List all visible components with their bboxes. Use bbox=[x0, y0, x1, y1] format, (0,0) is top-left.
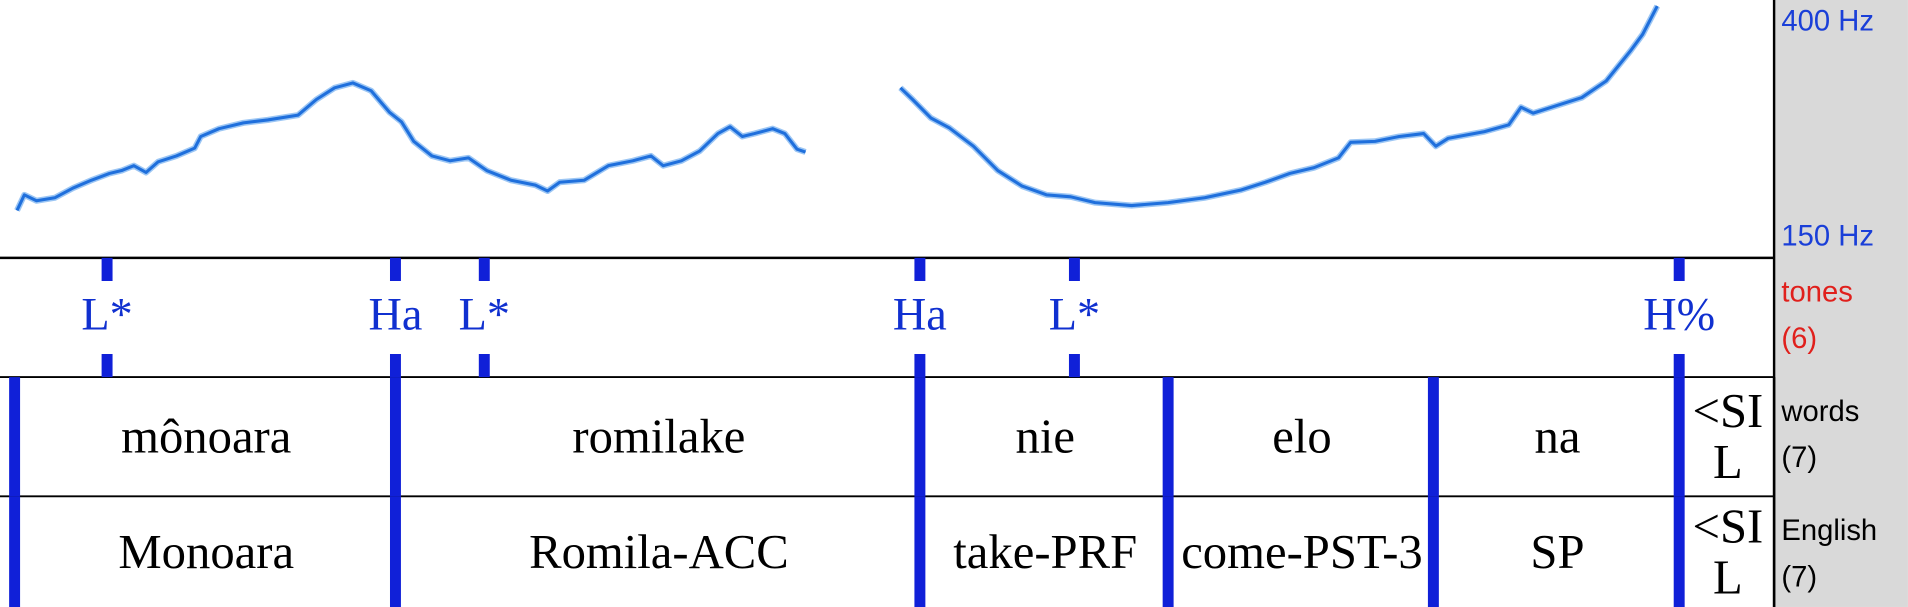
interval-text: come-PST-3 bbox=[1181, 523, 1423, 579]
tier-name: words bbox=[1781, 395, 1860, 429]
label-panel bbox=[1774, 0, 1908, 607]
tone-label: L* bbox=[459, 288, 510, 339]
pitch-halo bbox=[14, 4, 1660, 212]
interval-text: elo bbox=[1272, 408, 1332, 464]
tier-name: English bbox=[1781, 514, 1878, 548]
tier-name: tones bbox=[1781, 276, 1853, 309]
pitch-tick-label: 150 Hz bbox=[1781, 220, 1874, 254]
interval-text: na bbox=[1534, 408, 1581, 464]
interval-text: mônoara bbox=[121, 408, 292, 464]
tone-label: L* bbox=[81, 288, 132, 339]
tier-count: (7) bbox=[1781, 441, 1818, 475]
interval-text: Romila-ACC bbox=[529, 523, 789, 579]
tier-count: (7) bbox=[1781, 560, 1818, 594]
interval-text: Monoara bbox=[118, 523, 295, 579]
tone-label: Ha bbox=[893, 288, 947, 339]
interval-text: SP bbox=[1530, 523, 1585, 579]
pitch-contour bbox=[15, 5, 1659, 212]
interval-text: nie bbox=[1015, 408, 1075, 464]
tier-count: (6) bbox=[1781, 322, 1818, 356]
interval-text: take-PRF bbox=[953, 523, 1138, 579]
pitch-tick-label: 400 Hz bbox=[1781, 4, 1874, 38]
interval-text: romilake bbox=[572, 408, 746, 464]
interval-text: <SIL bbox=[1692, 498, 1764, 604]
tone-label: H% bbox=[1643, 288, 1715, 339]
tone-label: L* bbox=[1049, 288, 1100, 339]
interval-text: <SIL bbox=[1692, 383, 1764, 489]
tone-label: Ha bbox=[369, 288, 423, 339]
